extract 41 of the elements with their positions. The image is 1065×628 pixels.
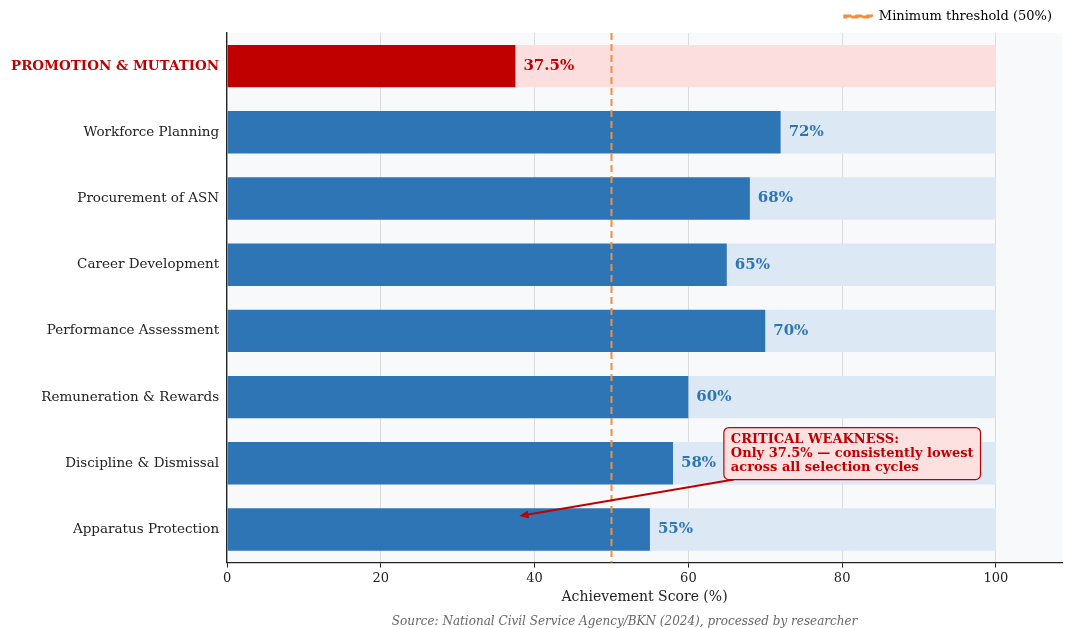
x-tick-label: 0 — [222, 569, 232, 585]
data-label: 65% — [734, 254, 770, 273]
x-axis-title: Achievement Score (%) — [560, 588, 728, 605]
y-tick-label: Apparatus Protection — [71, 520, 220, 536]
x-tick-label: 60 — [680, 569, 697, 585]
data-label: 60% — [696, 386, 732, 405]
bar — [515, 44, 996, 88]
y-tick-label: PROMOTION & MUTATION — [10, 56, 220, 73]
bar — [726, 243, 996, 286]
y-tick-label: Discipline & Dismissal — [65, 453, 220, 470]
data-label: 37.5% — [523, 55, 575, 74]
y-tick-label: Career Development — [77, 255, 220, 272]
annotation: CRITICAL WEAKNESS: Only 37.5% — consistently lowest across all selection cycles — [730, 431, 974, 475]
bar — [227, 243, 727, 286]
bar — [749, 177, 996, 220]
bar — [227, 177, 750, 220]
data-label: 55% — [657, 519, 694, 538]
x-tick-label: 100 — [983, 569, 1009, 585]
data-label: 58% — [681, 453, 717, 472]
bar — [688, 375, 996, 419]
data-label: 68% — [757, 188, 794, 207]
legend-label: Minimum threshold (50%) — [878, 7, 1052, 23]
bar — [765, 309, 996, 353]
bar — [227, 111, 781, 154]
bar — [227, 309, 766, 353]
y-tick-label: Remuneration & Rewards — [41, 387, 220, 404]
y-tick-label: Procurement of ASN — [77, 189, 220, 205]
bar — [649, 508, 996, 551]
data-label: 72% — [788, 122, 824, 141]
source-note: Source: National Civil Service Agency/BKN (2024), processed by researcher — [391, 614, 859, 628]
y-tick-label: Performance Assessment — [46, 321, 220, 338]
x-tick-label: 40 — [526, 569, 543, 585]
y-tick-label: Workforce Planning — [83, 122, 220, 139]
data-label: 70% — [773, 320, 809, 339]
bar — [227, 375, 689, 419]
bar — [227, 508, 650, 551]
bar — [227, 442, 673, 485]
bar — [780, 111, 996, 154]
x-tick-label: 80 — [833, 569, 851, 585]
bar — [227, 44, 516, 88]
x-tick-label: 20 — [372, 569, 390, 585]
